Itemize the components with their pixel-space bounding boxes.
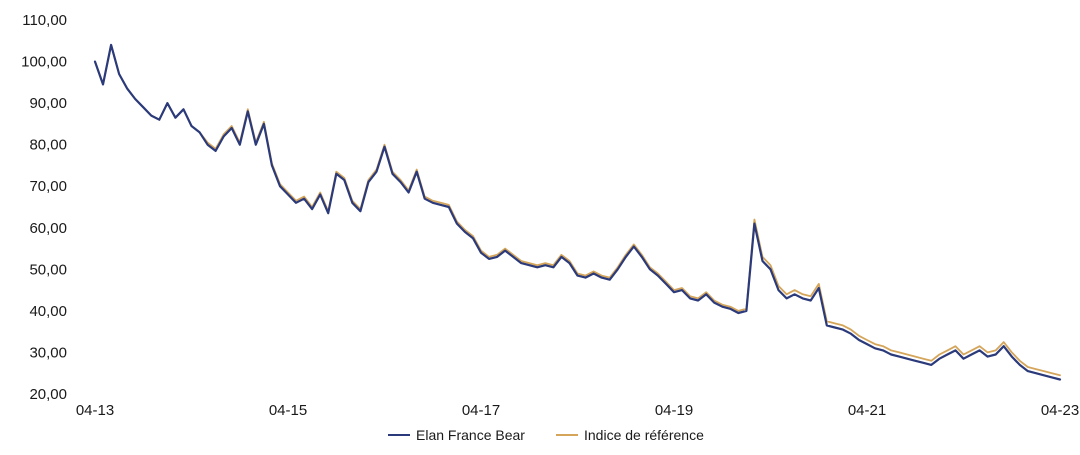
legend-label: Indice de référence	[584, 427, 704, 443]
y-tick-label: 110,00	[22, 12, 67, 29]
y-tick-label: 40,00	[29, 303, 67, 320]
y-tick-label: 60,00	[29, 220, 67, 237]
x-tick-label: 04-17	[462, 402, 500, 419]
x-tick-label: 04-23	[1041, 402, 1079, 419]
series-line-elan-france-bear	[93, 43, 1062, 381]
y-tick-label: 90,00	[29, 95, 67, 112]
x-axis: 04-13 04-15 04-17 04-19 04-21 04-23	[76, 402, 1079, 419]
series-line-indice-de-reference	[94, 44, 1061, 377]
legend: Elan France Bear Indice de référence	[388, 427, 704, 443]
y-tick-label: 30,00	[29, 344, 67, 361]
y-tick-label: 20,00	[29, 386, 67, 403]
x-tick-label: 04-13	[76, 402, 114, 419]
y-tick-label: 70,00	[29, 178, 67, 195]
y-axis: 20,00 30,00 40,00 50,00 60,00 70,00 80,00 90,00…	[21, 12, 67, 403]
x-tick-label: 04-21	[848, 402, 886, 419]
y-tick-label: 50,00	[29, 261, 67, 278]
y-tick-label: 80,00	[29, 137, 67, 154]
y-tick-label: 100,00	[21, 54, 67, 71]
x-tick-label: 04-19	[655, 402, 693, 419]
legend-label: Elan France Bear	[416, 427, 525, 443]
plot-area	[93, 43, 1062, 381]
x-tick-label: 04-15	[269, 402, 307, 419]
